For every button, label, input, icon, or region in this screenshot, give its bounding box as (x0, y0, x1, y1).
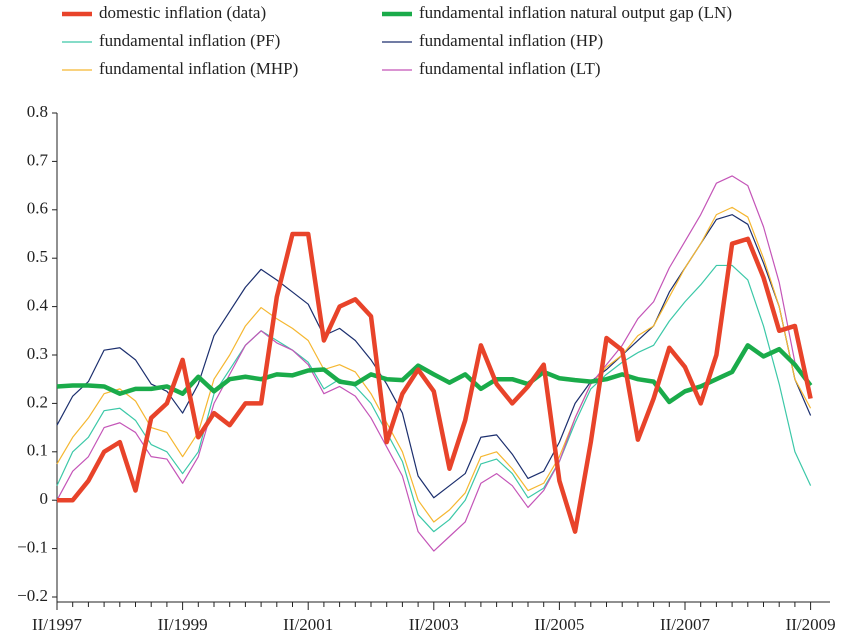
x-tick-label: II/2003 (409, 615, 459, 634)
legend-label: fundamental inflation (PF) (99, 31, 280, 50)
series-line (57, 231, 813, 534)
legend-label: domestic inflation (data) (99, 3, 266, 22)
series-line (56, 206, 812, 523)
series-line (56, 175, 812, 552)
x-tick-label: II/2007 (660, 615, 711, 634)
y-tick-label: 0.2 (27, 392, 48, 411)
legend-label: fundamental inflation natural output gap… (419, 3, 732, 22)
x-tick-label: II/1999 (158, 615, 208, 634)
series-line (56, 343, 813, 405)
y-tick-label: −0.1 (17, 538, 48, 557)
legend-label: fundamental inflation (LT) (419, 59, 601, 78)
y-tick-label: 0 (40, 489, 49, 508)
legend-label: fundamental inflation (HP) (419, 31, 603, 50)
y-tick-label: 0.7 (27, 150, 49, 169)
x-tick-label: II/2009 (786, 615, 836, 634)
y-tick-label: 0.1 (27, 441, 48, 460)
y-tick-label: −0.2 (17, 586, 48, 605)
y-tick-label: 0.8 (27, 102, 48, 121)
x-tick-label: II/2001 (283, 615, 333, 634)
x-tick-label: II/1997 (32, 615, 83, 634)
y-tick-label: 0.3 (27, 344, 48, 363)
legend-label: fundamental inflation (MHP) (99, 59, 298, 78)
x-tick-label: II/2005 (534, 615, 584, 634)
y-tick-label: 0.5 (27, 247, 48, 266)
y-tick-label: 0.6 (27, 199, 48, 218)
y-tick-label: 0.4 (27, 296, 49, 315)
series-line (56, 264, 812, 533)
